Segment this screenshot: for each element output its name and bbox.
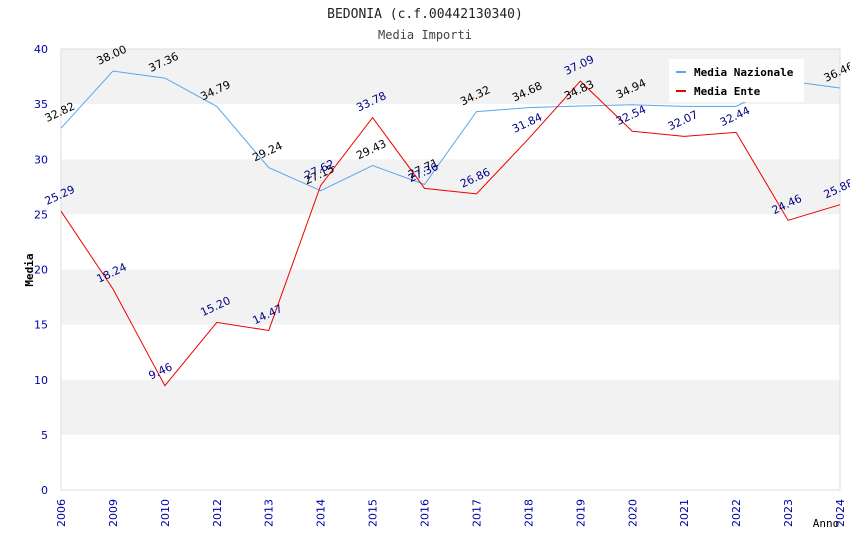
y-tick-label: 35: [34, 98, 48, 111]
legend-label: Media Nazionale: [694, 66, 794, 79]
grid-band: [61, 379, 840, 435]
chart-title: BEDONIA (c.f.00442130340): [327, 7, 523, 22]
x-tick-label: 2022: [730, 499, 743, 527]
x-tick-label: 2020: [626, 499, 639, 527]
x-tick-label: 2012: [211, 499, 224, 527]
y-tick-label: 0: [41, 484, 48, 497]
x-tick-label: 2010: [159, 499, 172, 527]
x-tick-label: 2017: [470, 499, 483, 527]
grid-band: [61, 269, 840, 325]
x-tick-label: 2021: [678, 499, 691, 527]
series-line-media-nazionale: [60, 70, 841, 192]
y-tick-label: 15: [34, 319, 48, 332]
x-tick-label: 2018: [522, 499, 535, 527]
y-tick-label: 5: [41, 429, 48, 442]
x-tick-label: 2023: [782, 499, 795, 527]
series-line-media-ente: [60, 80, 841, 387]
x-axis-ticks: 2006 2009 2010 2012 2013 2014 2015 2016 2017 2018…: [55, 499, 847, 527]
y-axis-ticks: 0 5 10 15 20 25 30 35 40: [34, 43, 48, 497]
legend-label: Media Ente: [694, 85, 761, 98]
x-axis-label: Anno: [813, 517, 840, 530]
chart-subtitle: Media Importi: [378, 28, 472, 42]
y-tick-label: 40: [34, 43, 48, 56]
legend-box: [669, 59, 804, 102]
x-tick-label: 2013: [263, 499, 276, 527]
y-tick-label: 30: [34, 153, 48, 166]
grid-band: [61, 324, 840, 380]
grid-band: [61, 434, 840, 490]
legend: Media Nazionale Media Ente: [669, 59, 804, 102]
plot-frame: [60, 48, 841, 491]
grid-bands: [60, 48, 841, 491]
x-tick-label: 2019: [574, 499, 587, 527]
y-tick-label: 20: [34, 264, 48, 277]
series-lines: [60, 70, 841, 387]
y-axis-label: Media: [23, 253, 36, 286]
x-tick-label: 2024: [834, 499, 847, 527]
x-tick-label: 2015: [367, 499, 380, 527]
grid-band: [61, 159, 840, 215]
y-tick-label: 10: [34, 374, 48, 387]
x-tick-label: 2014: [315, 499, 328, 527]
x-tick-label: 2009: [107, 499, 120, 527]
x-tick-label: 2016: [419, 499, 432, 527]
grid-band: [61, 104, 840, 160]
x-tick-label: 2006: [55, 499, 68, 527]
grid-band: [61, 214, 840, 270]
y-tick-label: 25: [34, 208, 48, 221]
